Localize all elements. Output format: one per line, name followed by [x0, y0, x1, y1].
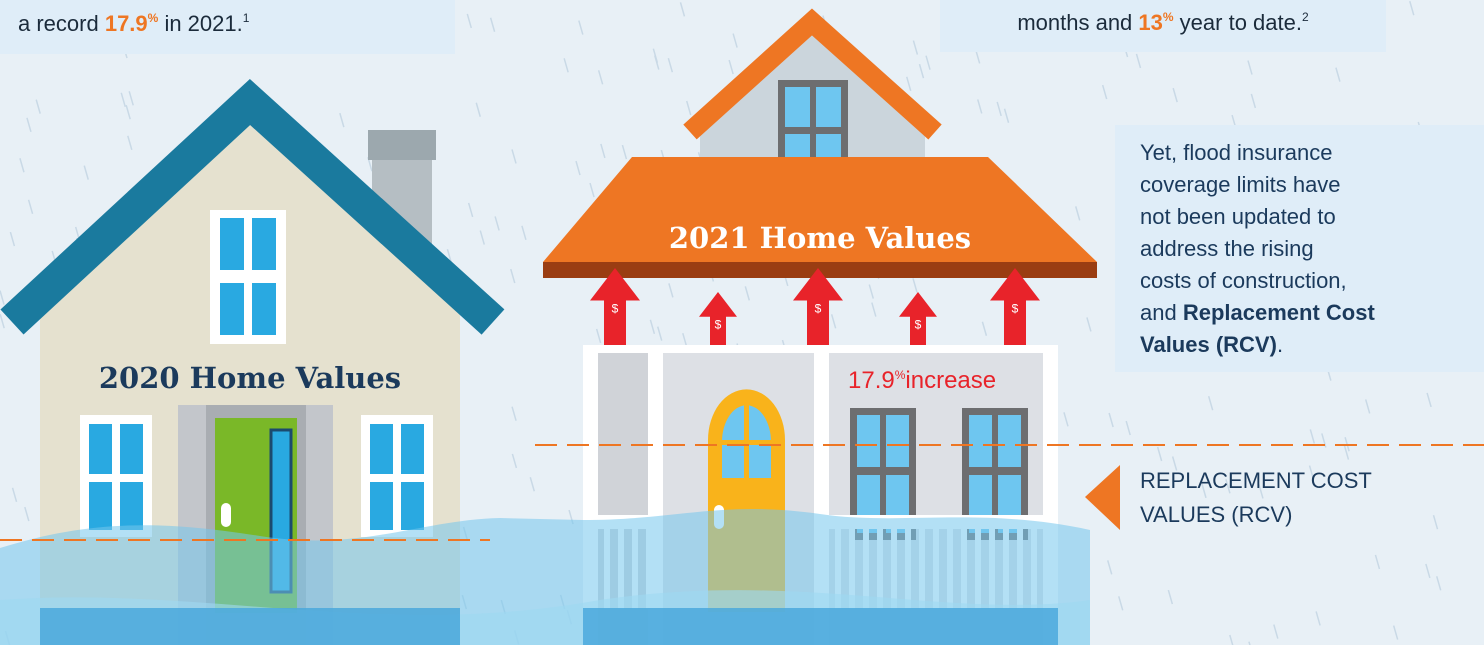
- pane: [220, 218, 244, 270]
- note-unit: %: [1163, 10, 1174, 24]
- note-text: a record 17.9% in 2021.1: [18, 11, 250, 36]
- increase-value: 17.9: [848, 367, 895, 394]
- arrow-label: $: [715, 318, 722, 332]
- pane: [120, 482, 143, 530]
- pane: [89, 482, 112, 530]
- increase-label: 17.9%increase: [848, 367, 996, 394]
- note-tail: year to date.: [1174, 10, 1302, 35]
- note-tail: in 2021.: [158, 11, 242, 36]
- rcv-label: REPLACEMENT COST: [1140, 468, 1372, 493]
- pane: [370, 424, 393, 474]
- paragraph-segment: address the rising: [1140, 236, 1314, 261]
- water-band: [583, 608, 1058, 645]
- paragraph-segment: .: [1277, 332, 1283, 357]
- pane: [998, 415, 1021, 467]
- increase-text: increase: [905, 367, 996, 394]
- pane: [401, 424, 424, 474]
- paragraph-segment: not been updated to: [1140, 204, 1336, 229]
- arrow-label: $: [915, 318, 922, 332]
- note-highlight: 17.9: [105, 11, 148, 36]
- arrow-label: $: [612, 302, 619, 316]
- pane: [370, 482, 393, 530]
- pane: [886, 415, 909, 467]
- pane: [220, 283, 244, 335]
- increase-unit: %: [895, 368, 906, 382]
- note-lead: a record: [18, 11, 105, 36]
- house-label: 2020 Home Values: [99, 361, 401, 395]
- pane: [857, 415, 880, 467]
- pane: [969, 415, 992, 467]
- footnote: 1: [243, 11, 250, 25]
- paragraph-segment: Values (RCV): [1140, 332, 1277, 357]
- pane: [816, 87, 841, 127]
- paragraph-segment: and: [1140, 300, 1183, 325]
- pane: [401, 482, 424, 530]
- paragraph-segment: Yet, flood insurance: [1140, 140, 1332, 165]
- paragraph-segment: coverage limits have: [1140, 172, 1341, 197]
- pane: [785, 87, 810, 127]
- note-highlight: 13: [1138, 10, 1162, 35]
- note-unit: %: [148, 11, 159, 25]
- pane: [252, 218, 276, 270]
- infographic: a record 17.9% in 2021.1 months and 13% …: [0, 0, 1484, 645]
- water-band: [40, 608, 460, 645]
- arrow-label: $: [815, 302, 822, 316]
- paragraph-segment: costs of construction,: [1140, 268, 1347, 293]
- chimney-cap: [368, 130, 436, 160]
- door-handle: [221, 503, 231, 527]
- note-lead: months and: [1017, 10, 1138, 35]
- arrow-label: $: [1012, 302, 1019, 316]
- footnote: 2: [1302, 10, 1309, 24]
- paragraph-segment: Replacement Cost: [1183, 300, 1376, 325]
- pane: [89, 424, 112, 474]
- house-label: 2021 Home Values: [669, 221, 971, 255]
- pane: [120, 424, 143, 474]
- pane: [252, 283, 276, 335]
- note-box: [940, 0, 1386, 52]
- rcv-label: VALUES (RCV): [1140, 502, 1292, 527]
